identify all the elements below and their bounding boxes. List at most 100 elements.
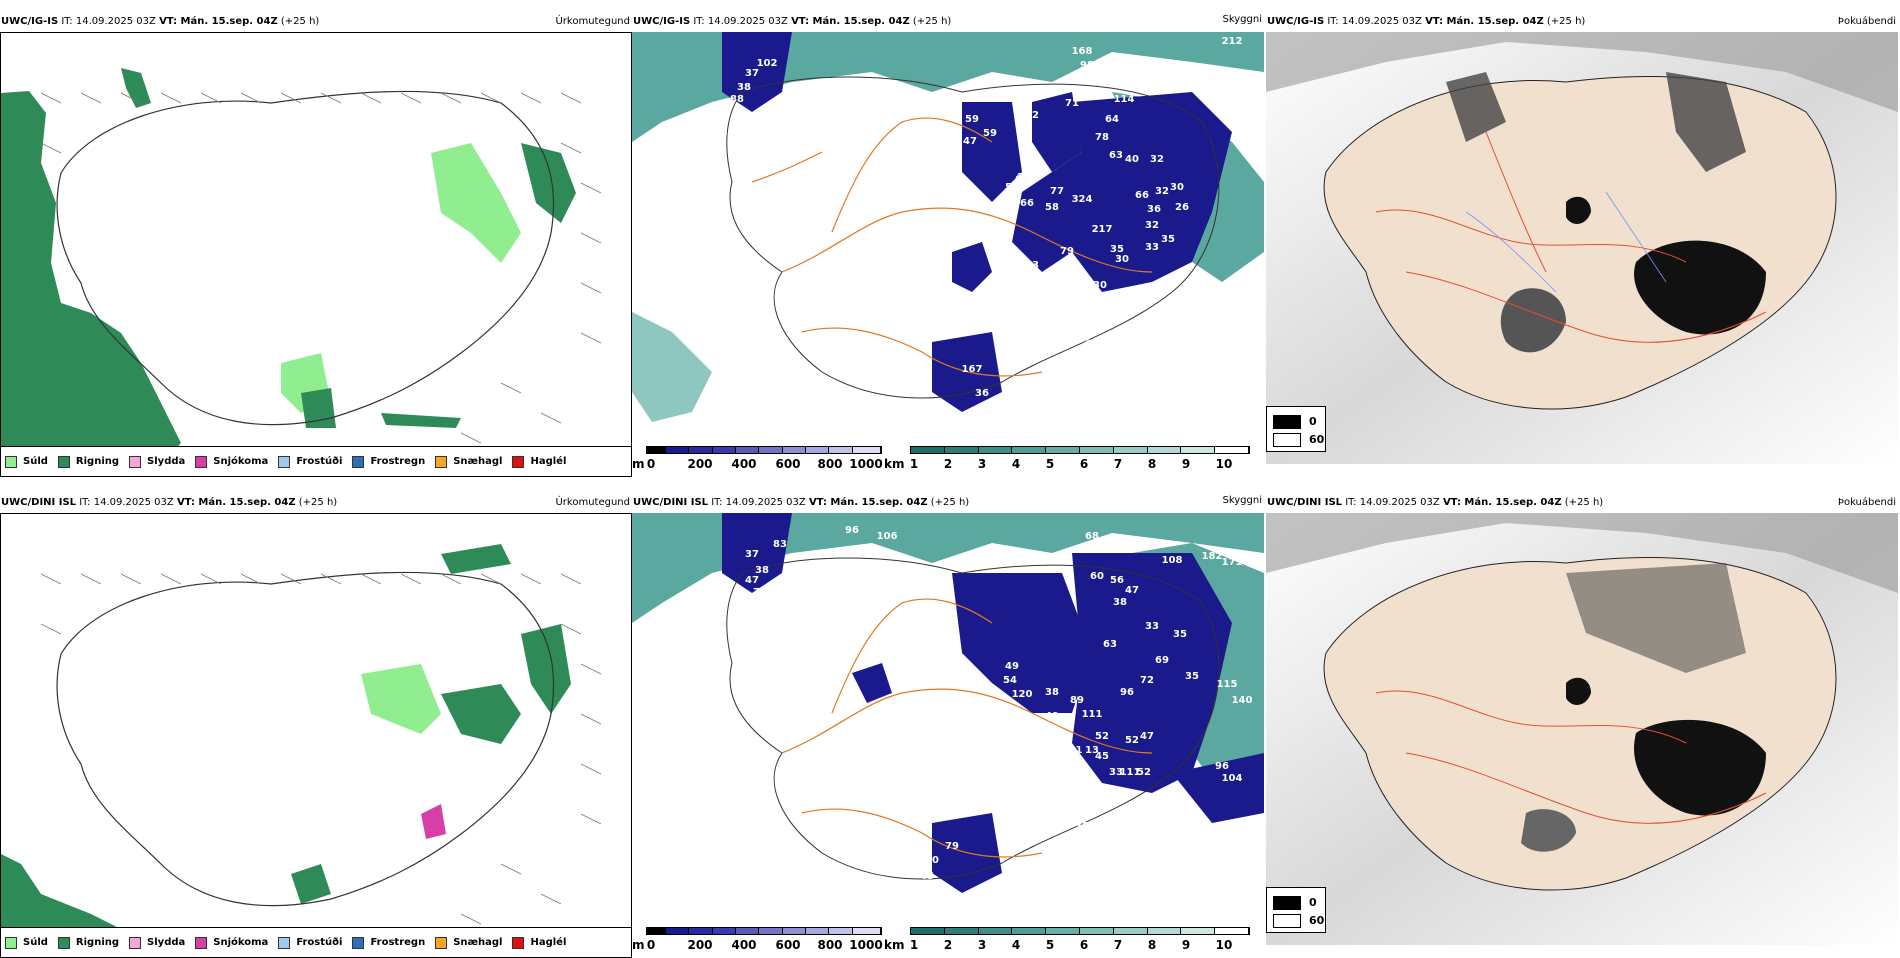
ceiling-value-label: 32 xyxy=(1075,821,1089,832)
legend-swatch xyxy=(195,936,208,949)
ceiling-value-label: 104 xyxy=(1222,773,1243,784)
ceiling-value-label: 25 xyxy=(930,406,944,417)
ceiling-value-label: 68 xyxy=(1085,531,1099,542)
legend-swatch xyxy=(5,455,17,468)
precip-map-svg xyxy=(1,33,631,463)
ceiling-value-label: 39 xyxy=(1083,338,1097,349)
vis-tick: 10 xyxy=(1215,457,1233,471)
ceiling-value-label: 212 xyxy=(1222,36,1243,47)
vis-strip xyxy=(910,446,1250,454)
vis-tick: 8 xyxy=(1147,457,1157,471)
vis-tick: 4 xyxy=(1011,457,1021,471)
ceiling-tick: 400 xyxy=(731,457,757,471)
vis-tick: 6 xyxy=(1079,938,1089,952)
ceiling-value-label: 140 xyxy=(1112,58,1133,69)
legend-item-frostudi: Frostúði xyxy=(278,936,342,949)
ceiling-value-label: 90 xyxy=(777,701,791,712)
vis-tick: 10 xyxy=(1215,938,1233,952)
ceiling-value-label: 45 xyxy=(1095,751,1109,762)
ceiling-value-label: 25 xyxy=(925,889,939,900)
ceiling-value-label: 47 xyxy=(745,575,759,586)
ceiling-value-label: 60 xyxy=(763,607,777,618)
map-fog xyxy=(1266,513,1898,945)
vis-tick: 2 xyxy=(943,457,953,471)
ceiling-value-label: 45 xyxy=(920,871,934,882)
ceiling-unit: m xyxy=(632,938,645,952)
ceiling-colorbar: m 0 200 400 600 800 1000 xyxy=(632,446,883,472)
panel-title: UWC/DINI ISL IT: 14.09.2025 03Z VT: Mán.… xyxy=(1267,497,1604,508)
ceiling-value-label: 33 xyxy=(1145,621,1159,632)
ceiling-value-label: 47 xyxy=(1125,585,1139,596)
ceiling-value-label: 56 xyxy=(1110,575,1124,586)
ceiling-tick: 600 xyxy=(775,457,801,471)
ceiling-value-label: 13 xyxy=(1085,745,1099,756)
ceiling-value-label: 140 xyxy=(1232,695,1253,706)
ceiling-value-label: 73 xyxy=(685,212,699,223)
panel-fog-dini: UWC/DINI ISL IT: 14.09.2025 03Z VT: Mán.… xyxy=(1266,493,1898,958)
ceiling-value-label: 38 xyxy=(737,82,751,93)
ceiling-value-label: 96 xyxy=(1215,761,1229,772)
ceiling-value-label: 193 xyxy=(1017,172,1038,183)
legend-item-slydda: Slydda xyxy=(129,936,185,949)
vis-tick: 7 xyxy=(1113,938,1123,952)
legend-swatch xyxy=(278,455,291,468)
panel-label: Úrkomutegund xyxy=(555,497,630,508)
ceiling-value-label: 47 xyxy=(1140,731,1154,742)
legend-swatch xyxy=(5,936,17,949)
ceiling-value-label: 63 xyxy=(1025,260,1039,271)
ceiling-value-label: 66 xyxy=(1020,198,1034,209)
ceiling-value-label: 80 xyxy=(925,855,939,866)
ceiling-tick: 0 xyxy=(646,457,656,471)
legend-item-slydda: Slydda xyxy=(129,455,185,468)
ceiling-value-label: 52 xyxy=(1065,262,1079,273)
map-visibility: 37 83 96 106 38 47 71 60 47 68 108 182 171 60 56 47 38 33… xyxy=(632,513,1264,945)
ceiling-value-label: 101 xyxy=(1062,745,1083,756)
ceiling-value-label: 171 xyxy=(1222,557,1243,568)
ceiling-value-label: 83 xyxy=(773,539,787,550)
panel-precip-dini: UWC/DINI ISL IT: 14.09.2025 03Z VT: Mán.… xyxy=(0,493,632,958)
panel-title: UWC/IG-IS IT: 14.09.2025 03Z VT: Mán. 15… xyxy=(1267,16,1586,27)
panel-label: Úrkomutegund xyxy=(555,16,630,27)
vis-tick: 8 xyxy=(1147,938,1157,952)
ceiling-value-label: 32 xyxy=(1150,154,1164,165)
ceiling-value-label: 49 xyxy=(1045,711,1059,722)
ceiling-tick: 200 xyxy=(687,938,713,952)
visibility-colorbar: km 1 2 3 4 5 6 7 8 9 10 xyxy=(884,446,1264,472)
ceiling-value-label: 57 xyxy=(1005,771,1019,782)
legend-swatch xyxy=(512,455,525,468)
vis-tick: 5 xyxy=(1045,457,1055,471)
fog-legend-high: 60 xyxy=(1309,433,1325,446)
ceiling-value-label: 38 xyxy=(1045,687,1059,698)
vis-tick: 3 xyxy=(977,938,987,952)
legend-swatch xyxy=(195,455,208,468)
ceiling-value-label: 47 xyxy=(963,136,977,147)
ceiling-value-label: 79 xyxy=(1060,246,1074,257)
ceiling-colorbar: m 0 200 400 600 800 1000 xyxy=(632,927,883,953)
legend-item-snaehagl: Snæhagl xyxy=(435,455,502,468)
ceiling-value-label: 79 xyxy=(945,841,959,852)
legend-item-haglel: Haglél xyxy=(512,936,566,949)
ceiling-tick: 800 xyxy=(817,457,843,471)
ceiling-value-label: 54 xyxy=(1005,182,1019,193)
ceiling-value-label: 33 xyxy=(1145,242,1159,253)
ceiling-value-label: 111 xyxy=(1120,767,1141,778)
panel-visibility-igis: UWC/IG-IS IT: 14.09.2025 03Z VT: Mán. 15… xyxy=(632,12,1264,477)
legend-swatch xyxy=(352,455,365,468)
ceiling-value-label: 106 xyxy=(877,531,898,542)
ceiling-value-label: 36 xyxy=(1147,204,1161,215)
ceiling-value-label: 167 xyxy=(962,364,983,375)
ceiling-value-label: 30 xyxy=(1170,182,1184,193)
ceiling-value-label: 37 xyxy=(745,549,759,560)
ceiling-tick: 600 xyxy=(775,938,801,952)
fog-legend-low: 0 xyxy=(1309,896,1317,909)
precip-legend: Súld Rigning Slydda Snjókoma Frostúði Fr… xyxy=(0,446,632,477)
legend-item-frostregn: Frostregn xyxy=(352,455,425,468)
vis-strip xyxy=(910,927,1250,935)
ceiling-value-label: 35 xyxy=(1161,234,1175,245)
ceiling-value-label: 29 xyxy=(1045,344,1059,355)
panel-label: Skyggni xyxy=(1222,14,1262,25)
ceiling-value-label: 89 xyxy=(1070,695,1084,706)
